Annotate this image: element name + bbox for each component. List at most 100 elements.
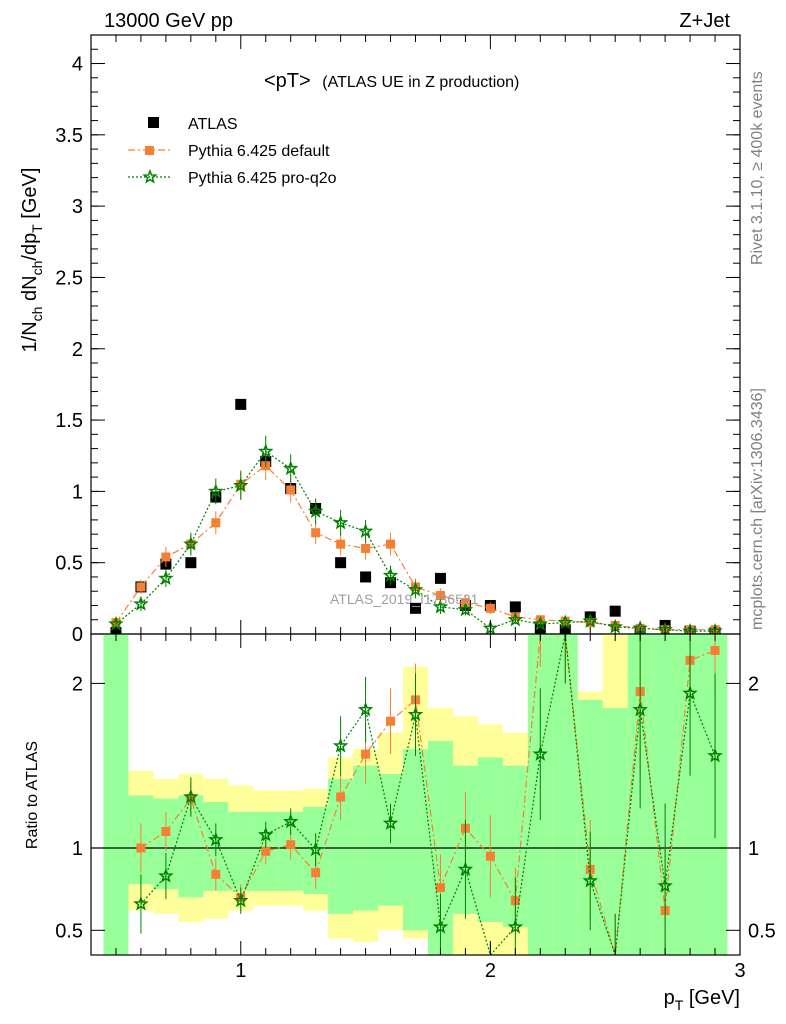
data-point bbox=[183, 536, 199, 551]
ratio-point bbox=[682, 685, 698, 700]
ratio-point bbox=[357, 701, 374, 717]
ratio-y-tick-label: 0.5 bbox=[55, 920, 83, 942]
data-point bbox=[357, 523, 374, 538]
band-1sigma bbox=[353, 765, 379, 911]
y-label-sub: T bbox=[29, 224, 45, 233]
plot-title-main: <pT> bbox=[264, 70, 311, 92]
ratio-point bbox=[532, 746, 549, 761]
data-point bbox=[382, 567, 399, 583]
data-point bbox=[485, 603, 495, 613]
ratio-point bbox=[507, 918, 524, 934]
ratio-point bbox=[286, 840, 296, 850]
x-tick-label: 2 bbox=[485, 960, 496, 982]
legend-marker-default bbox=[145, 146, 154, 155]
band-1sigma bbox=[103, 634, 129, 955]
y-tick-label: 2.5 bbox=[55, 267, 83, 289]
legend: ATLAS Pythia 6.425 default Pythia 6.425 … bbox=[128, 116, 337, 187]
data-point bbox=[211, 518, 221, 528]
data-point bbox=[161, 552, 171, 562]
ratio-y-tick-label: 2 bbox=[72, 673, 83, 695]
data-point bbox=[336, 539, 346, 549]
data-point bbox=[282, 460, 299, 476]
ratio-point bbox=[361, 749, 371, 759]
data-point bbox=[185, 557, 197, 569]
ratio-y-tick-label-right: 2 bbox=[748, 673, 759, 695]
data-point bbox=[311, 528, 321, 538]
data-point bbox=[557, 614, 574, 630]
y-tick-label: 3.5 bbox=[55, 125, 83, 147]
ratio-point bbox=[657, 877, 673, 893]
y-label-part: 1/N bbox=[19, 321, 41, 352]
ratio-point bbox=[632, 701, 648, 717]
data-point bbox=[361, 543, 371, 553]
y-axis-label: 1/Nch dNch/dpT [GeV] bbox=[19, 168, 45, 353]
ratio-point bbox=[307, 841, 324, 857]
y-label-sub: ch bbox=[29, 261, 45, 276]
data-point bbox=[136, 582, 146, 592]
data-point bbox=[257, 443, 274, 459]
ratio-point bbox=[233, 892, 249, 908]
ratio-plot-panel: 0.5 0.5 1 1 2 2 1 2 3 Ratio to ATLAS pT [GeV] bbox=[24, 633, 776, 1013]
ratio-point bbox=[457, 861, 474, 876]
legend-marker-atlas bbox=[148, 117, 159, 128]
x-tick-label: 1 bbox=[235, 960, 246, 982]
y-label-part: dN bbox=[19, 275, 41, 306]
watermark: ATLAS_2019_I1736531 bbox=[330, 591, 479, 607]
data-point bbox=[233, 477, 249, 493]
y-label-part: [GeV] bbox=[19, 168, 41, 225]
data-point bbox=[208, 483, 224, 498]
plot-title: <pT> (ATLAS UE in Z production) bbox=[264, 70, 519, 92]
y-tick-label: 4 bbox=[72, 54, 83, 76]
header-right: Z+Jet bbox=[679, 10, 730, 32]
data-point bbox=[582, 613, 598, 628]
data-point bbox=[332, 514, 349, 530]
band-1sigma bbox=[403, 749, 428, 931]
legend-label-default: Pythia 6.425 default bbox=[188, 143, 330, 160]
ratio-point bbox=[136, 843, 146, 853]
ratio-point bbox=[435, 883, 445, 893]
x-tick-label: 3 bbox=[734, 960, 745, 982]
data-point bbox=[286, 485, 296, 495]
data-point bbox=[235, 398, 247, 410]
data-point bbox=[158, 570, 174, 585]
y-tick-label: 1.5 bbox=[55, 410, 83, 432]
ratio-point bbox=[710, 645, 720, 655]
band-1sigma bbox=[552, 634, 578, 955]
ratio-point bbox=[311, 868, 321, 878]
data-point bbox=[360, 571, 372, 583]
plot-title-sub: (ATLAS UE in Z production) bbox=[322, 74, 519, 91]
data-point bbox=[609, 605, 621, 617]
ratio-series-line bbox=[140, 633, 716, 957]
y-tick-label: 2 bbox=[72, 339, 83, 361]
rivet-note: Rivet 3.1.10, ≥ 400k events bbox=[749, 71, 766, 265]
y-label-part: /dp bbox=[19, 233, 41, 261]
y-tick-label: 3 bbox=[72, 196, 83, 218]
data-point bbox=[435, 590, 445, 600]
ratio-point bbox=[382, 815, 399, 830]
ratio-point bbox=[332, 737, 349, 753]
data-point bbox=[532, 615, 549, 631]
ratio-series-1 bbox=[133, 633, 723, 957]
ratio-point bbox=[208, 831, 224, 847]
ratio-point bbox=[432, 918, 449, 934]
ratio-y-tick-label-right: 1 bbox=[748, 838, 759, 860]
ratio-point bbox=[282, 813, 299, 829]
data-point bbox=[457, 601, 474, 617]
mcplots-note: mcplots.cern.ch [arXiv:1306.3436] bbox=[749, 388, 766, 630]
x-axis-label: pT [GeV] bbox=[664, 987, 740, 1013]
data-point bbox=[507, 611, 524, 627]
data-point bbox=[432, 598, 449, 614]
ratio-point bbox=[386, 716, 396, 726]
ratio-point bbox=[407, 706, 424, 722]
ratio-y-tick-label-right: 0.5 bbox=[748, 920, 776, 942]
ratio-point bbox=[211, 869, 221, 879]
ratio-point bbox=[133, 895, 149, 911]
header-left: 13000 GeV pp bbox=[104, 10, 233, 32]
data-point bbox=[407, 581, 424, 597]
ratio-point bbox=[183, 788, 199, 804]
ratio-y-label: Ratio to ATLAS bbox=[24, 741, 41, 849]
x-label-sub: T bbox=[675, 997, 684, 1013]
ratio-point bbox=[582, 872, 598, 888]
ratio-point bbox=[707, 747, 723, 763]
